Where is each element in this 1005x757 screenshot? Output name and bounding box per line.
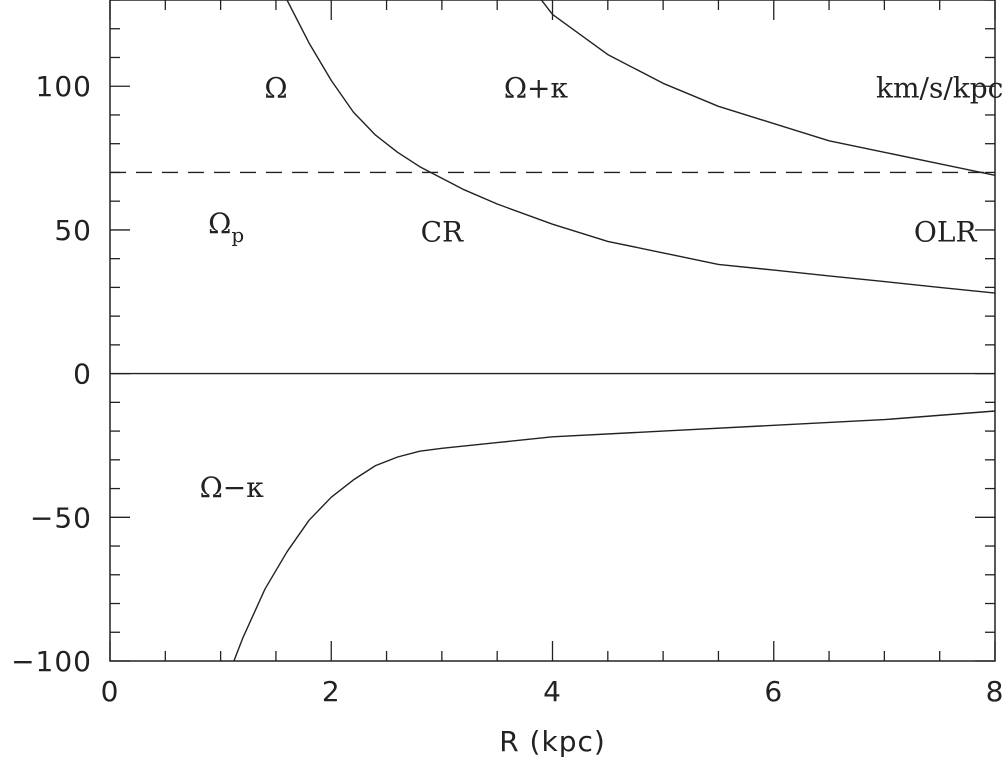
- x-tick-label: 2: [322, 675, 341, 708]
- x-tick-label: 0: [101, 675, 120, 708]
- x-axis-title: R (kpc): [499, 725, 606, 757]
- annotations: Ω Ω+κ km/s/kpc Ωp CR OLR Ω−κ: [200, 72, 1004, 504]
- x-tick-label: 4: [543, 675, 562, 708]
- y-tick-label: −100: [11, 645, 92, 678]
- series-line-omega: [286, 0, 996, 294]
- annotation-omega-plus-kappa: Ω+κ: [504, 72, 569, 105]
- annotation-omega-p: Ωp: [208, 207, 244, 247]
- annotation-olr: OLR: [914, 215, 978, 248]
- annotation-omega-minus-kappa: Ω−κ: [200, 471, 265, 504]
- annotation-cr: CR: [421, 215, 464, 248]
- plot-frame: [109, 0, 996, 662]
- series-line-omega-plus-kappa: [540, 0, 996, 176]
- axis-ticks: [109, 0, 996, 662]
- series-group: [110, 0, 996, 662]
- y-tick-label: 100: [36, 70, 92, 103]
- annotation-omega: Ω: [264, 72, 287, 105]
- tick-labels: 0 2 4 6 8 −100 −50 0 50 100: [11, 70, 1005, 708]
- y-tick-label: 50: [54, 214, 92, 247]
- x-tick-label: 8: [986, 675, 1005, 708]
- series-line-omega-minus-kappa: [233, 410, 996, 662]
- annotation-units: km/s/kpc: [876, 72, 1003, 105]
- annotation-subscript: p: [231, 223, 244, 247]
- y-tick-label: 0: [73, 358, 92, 391]
- x-tick-label: 6: [764, 675, 783, 708]
- y-tick-label: −50: [30, 501, 92, 534]
